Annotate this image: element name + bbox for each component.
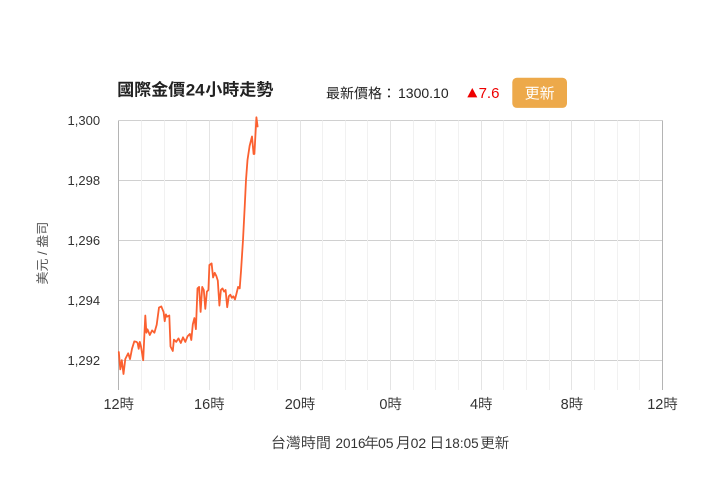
svg-text:1,294: 1,294 <box>68 293 101 308</box>
svg-text:12: 12 <box>647 397 663 413</box>
svg-text:24: 24 <box>186 81 205 100</box>
svg-text:1,292: 1,292 <box>68 353 101 368</box>
svg-text:05: 05 <box>378 435 394 451</box>
svg-text:/: / <box>35 251 50 255</box>
svg-text:0: 0 <box>379 397 387 413</box>
svg-text:1300.10: 1300.10 <box>398 85 449 101</box>
svg-text:20: 20 <box>285 397 301 413</box>
svg-text:4: 4 <box>470 397 478 413</box>
svg-text:1,298: 1,298 <box>68 173 101 188</box>
svg-text:02: 02 <box>411 435 427 451</box>
svg-text:1,300: 1,300 <box>68 113 101 128</box>
svg-text:18:05: 18:05 <box>445 436 479 451</box>
svg-text:2016: 2016 <box>336 436 366 451</box>
svg-text:1,296: 1,296 <box>68 233 101 248</box>
svg-text:7.6: 7.6 <box>479 85 500 102</box>
svg-text:16: 16 <box>194 397 210 413</box>
svg-text:8: 8 <box>561 397 569 413</box>
svg-text:12: 12 <box>103 397 119 413</box>
